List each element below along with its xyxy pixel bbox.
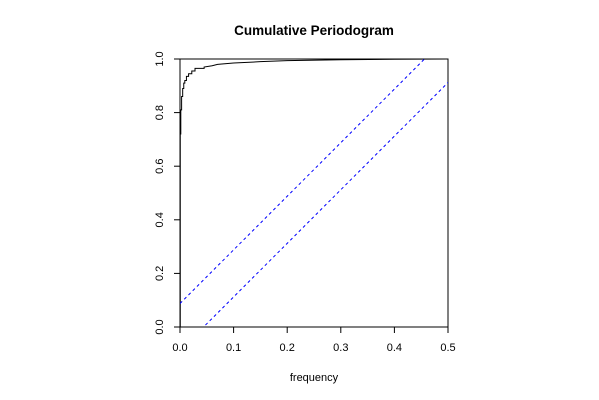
cumulative-periodogram-line [180, 59, 448, 327]
y-tick-label: 0.4 [154, 212, 166, 227]
y-tick-label: 0.2 [154, 266, 166, 281]
y-tick-label: 0.0 [154, 319, 166, 334]
confidence-band-line-2 [202, 82, 448, 327]
plot-frame [179, 58, 449, 328]
x-tick-label: 0.4 [387, 342, 402, 354]
x-tick-label: 0.1 [226, 342, 241, 354]
x-tick-label: 0.5 [440, 342, 455, 354]
y-tick-label: 1.0 [154, 51, 166, 66]
x-tick-label: 0.3 [333, 342, 348, 354]
y-tick-label: 0.6 [154, 159, 166, 174]
y-axis: 0.0 0.2 0.4 0.6 0.8 1.0 [154, 51, 180, 335]
y-tick-label: 0.8 [154, 105, 166, 120]
chart-title: Cumulative Periodogram [234, 23, 394, 38]
series-layer [180, 59, 448, 327]
confidence-band-line-1 [180, 59, 426, 304]
x-axis-label: frequency [290, 372, 339, 384]
x-tick-label: 0.0 [172, 342, 187, 354]
x-tick-label: 0.2 [280, 342, 295, 354]
x-axis: 0.0 0.1 0.2 0.3 0.4 0.5 [172, 327, 456, 354]
